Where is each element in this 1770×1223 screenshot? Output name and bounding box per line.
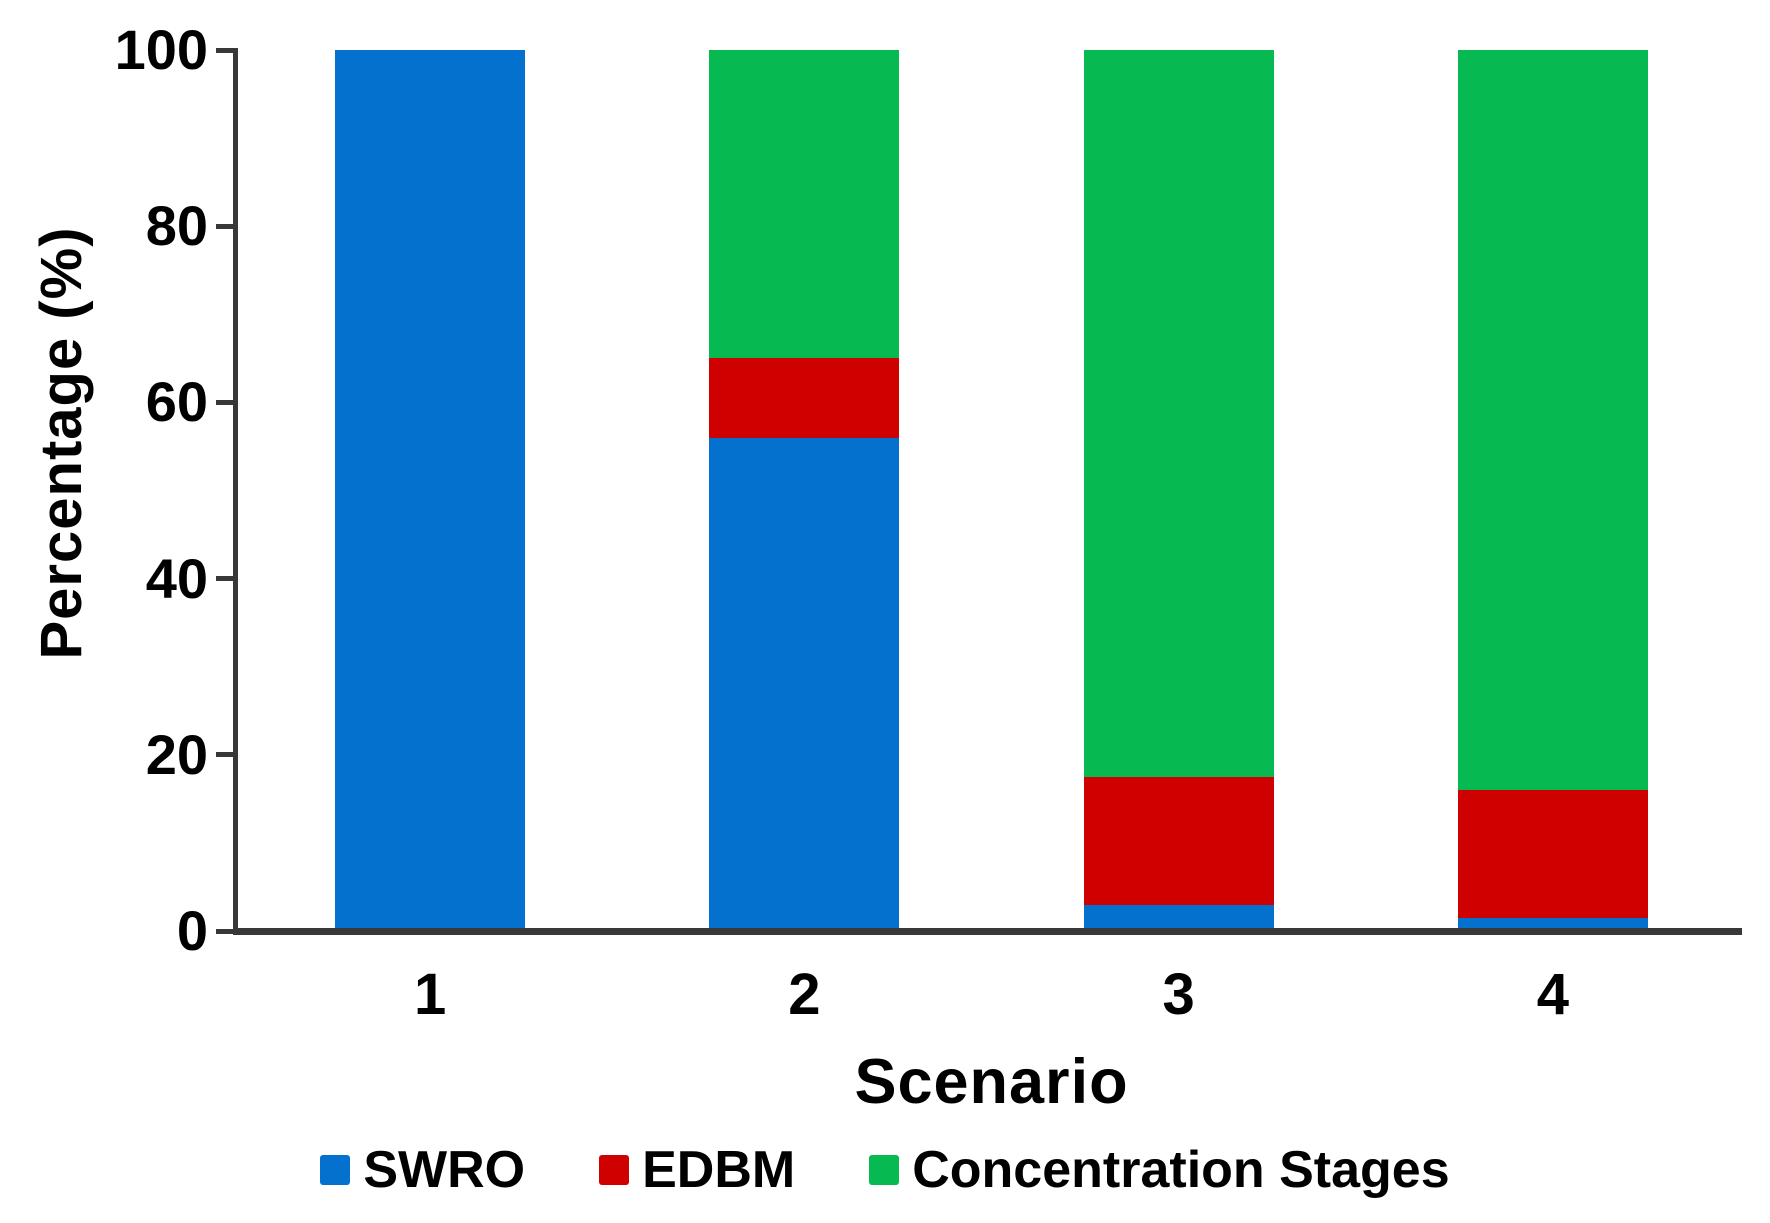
legend-swatch-concentration-stages — [869, 1155, 900, 1185]
bar-segment-swro-scenario-1 — [335, 50, 526, 931]
y-tick-mark-40 — [216, 576, 233, 582]
bar-segment-edbm-scenario-4 — [1457, 790, 1648, 918]
legend-swatch-edbm — [599, 1155, 630, 1185]
legend-label-edbm: EDBM — [642, 1141, 796, 1199]
y-tick-mark-20 — [216, 752, 233, 758]
y-tick-label-100: 100 — [114, 18, 208, 81]
bar-segment-edbm-scenario-3 — [1083, 776, 1274, 905]
legend-item-swro: SWRO — [320, 1144, 525, 1196]
y-tick-label-40: 40 — [145, 546, 208, 610]
x-tick-label-scenario-4: 4 — [1536, 962, 1569, 1027]
bar-segment-swro-scenario-3 — [1083, 904, 1274, 931]
legend-item-concentration-stages: Concentration Stages — [869, 1141, 1450, 1199]
y-axis-title: Percentage (%) — [29, 226, 94, 660]
y-axis-line — [233, 48, 238, 934]
legend-label-swro: SWRO — [363, 1141, 526, 1199]
y-tick-label-60: 60 — [145, 370, 208, 434]
y-tick-label-20: 20 — [145, 722, 208, 786]
y-tick-mark-80 — [216, 223, 233, 229]
legend-swatch-swro — [320, 1155, 351, 1185]
x-tick-label-scenario-1: 1 — [413, 962, 447, 1027]
y-tick-label-80: 80 — [145, 194, 208, 258]
bar-segment-concentration-stages-scenario-3 — [1083, 50, 1274, 777]
bar-segment-concentration-stages-scenario-4 — [1457, 50, 1648, 791]
x-tick-label-scenario-2: 2 — [788, 962, 821, 1027]
legend-item-edbm: EDBM — [599, 1144, 795, 1196]
bar-segment-concentration-stages-scenario-2 — [709, 50, 900, 359]
y-tick-mark-100 — [216, 47, 233, 53]
legend-label-concentration-stages: Concentration Stages — [912, 1141, 1450, 1199]
x-axis-line — [233, 928, 1742, 935]
bar-segment-edbm-scenario-2 — [709, 358, 900, 438]
x-axis-title: Scenario — [854, 1047, 1129, 1117]
y-tick-label-0: 0 — [176, 899, 208, 962]
y-tick-mark-0 — [216, 928, 233, 934]
legend: SWRO EDBM Concentration Stages — [0, 1144, 1770, 1196]
x-tick-label-scenario-3: 3 — [1162, 962, 1195, 1027]
y-tick-mark-60 — [216, 399, 233, 405]
bar-segment-swro-scenario-4 — [1457, 917, 1648, 931]
bar-segment-swro-scenario-2 — [709, 437, 900, 931]
